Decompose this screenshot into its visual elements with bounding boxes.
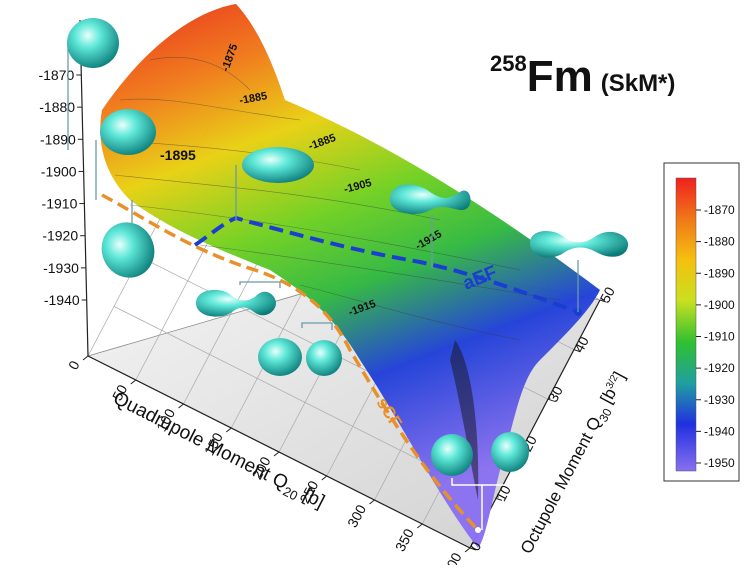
x-tick-label: 350 xyxy=(392,526,417,554)
contour-label: -1885 xyxy=(238,90,268,107)
z-tick-label: -1920 xyxy=(42,228,78,244)
colorbar: -1870 -1880 -1890 -1900 -1910 -1920 -1930 -1940… xyxy=(663,162,740,482)
y-tick-mark xyxy=(573,349,581,353)
title-element: Fm xyxy=(526,52,593,101)
chart-title: 258Fm (SkM*) xyxy=(490,51,676,102)
path-sCF-endpoint xyxy=(475,527,481,533)
contour-label: -1895 xyxy=(160,147,196,163)
contour-line xyxy=(199,244,561,301)
x-tick-label: 0 xyxy=(65,358,83,373)
shape-oblate-tilt xyxy=(101,222,155,278)
shape-sym-fragment-left xyxy=(431,434,473,476)
z-tick-label: -1900 xyxy=(41,163,77,179)
contour-line xyxy=(119,98,301,121)
y-axis-line xyxy=(469,299,601,549)
shape-fragment-left xyxy=(258,338,302,376)
colorbar-tick-label: -1950 xyxy=(704,456,735,470)
z-tick-label: -1910 xyxy=(42,196,78,212)
contour-line xyxy=(114,174,441,221)
x-tick-mark xyxy=(225,427,232,433)
z-tick-label: -1870 xyxy=(38,67,74,83)
contour-line xyxy=(299,284,521,341)
title-model: (SkM*) xyxy=(600,70,676,97)
x-tick-label: 400 xyxy=(440,550,465,565)
path-sCF-line xyxy=(101,193,480,532)
shape-sym-fragment-right xyxy=(491,432,529,472)
x-tick-mark xyxy=(178,403,184,409)
z-tick-label: -1890 xyxy=(40,131,76,147)
shape-dumbbell xyxy=(196,289,276,317)
y-tick-label: 50 xyxy=(597,284,619,305)
contour-line xyxy=(129,204,521,271)
y-tick-label: 30 xyxy=(545,383,567,404)
shape-necked xyxy=(389,184,471,214)
leader-line xyxy=(301,322,333,330)
x-tick-mark xyxy=(416,523,423,529)
x-tick-mark xyxy=(82,355,89,361)
y-tick-mark xyxy=(599,299,607,303)
shape-prolate xyxy=(100,109,156,155)
x-tick-label: 50 xyxy=(109,382,131,403)
shape-fragment-right xyxy=(306,340,342,376)
energy-surface: -1875-1885-1895-1885-1905-1915-1915 xyxy=(100,4,600,548)
x-tick-mark xyxy=(321,475,328,481)
leader-line xyxy=(239,281,281,288)
title-mass-number: 258 xyxy=(490,51,527,76)
colorbar-tick-label: -1940 xyxy=(704,424,735,438)
x-tick-mark xyxy=(464,547,471,553)
z-tick-label: -1940 xyxy=(44,292,80,308)
y-tick-mark xyxy=(547,398,555,402)
surface-body xyxy=(100,4,600,548)
z-tick-label: -1930 xyxy=(43,260,79,276)
colorbar-ticks: -1870 -1880 -1890 -1900 -1910 -1920 -1930 -1940… xyxy=(696,203,735,470)
x-tick-mark xyxy=(130,379,137,385)
y-tick-label: 40 xyxy=(571,334,593,355)
z-tick-label: -1880 xyxy=(39,99,75,115)
colorbar-gradient xyxy=(675,177,697,472)
colorbar-tick-label: -1900 xyxy=(704,298,735,312)
x-tick-label: 300 xyxy=(344,502,369,530)
y-tick-mark xyxy=(495,497,503,501)
shape-sphere xyxy=(67,18,119,68)
colorbar-tick-label: -1920 xyxy=(704,361,735,375)
shape-scission xyxy=(530,231,629,258)
x-tick-mark xyxy=(273,451,280,457)
path-aEF-line xyxy=(193,215,579,314)
colorbar-tick-label: -1880 xyxy=(704,235,735,249)
colorbar-tick-label: -1870 xyxy=(704,203,735,217)
y-tick-label: 10 xyxy=(493,482,515,503)
contour-line xyxy=(149,57,251,91)
colorbar-tick-label: -1890 xyxy=(704,266,735,280)
z-axis-ticks: -1870 -1880 -1890 -1900 -1910 -1920 -1930 -1940 xyxy=(38,67,87,308)
shape-elongated xyxy=(242,147,314,183)
nuclear-shapes xyxy=(67,18,629,530)
colorbar-tick-label: -1910 xyxy=(704,330,735,344)
x-tick-mark xyxy=(369,499,375,505)
colorbar-tick-label: -1930 xyxy=(704,393,735,407)
y-tick-mark xyxy=(469,547,477,551)
